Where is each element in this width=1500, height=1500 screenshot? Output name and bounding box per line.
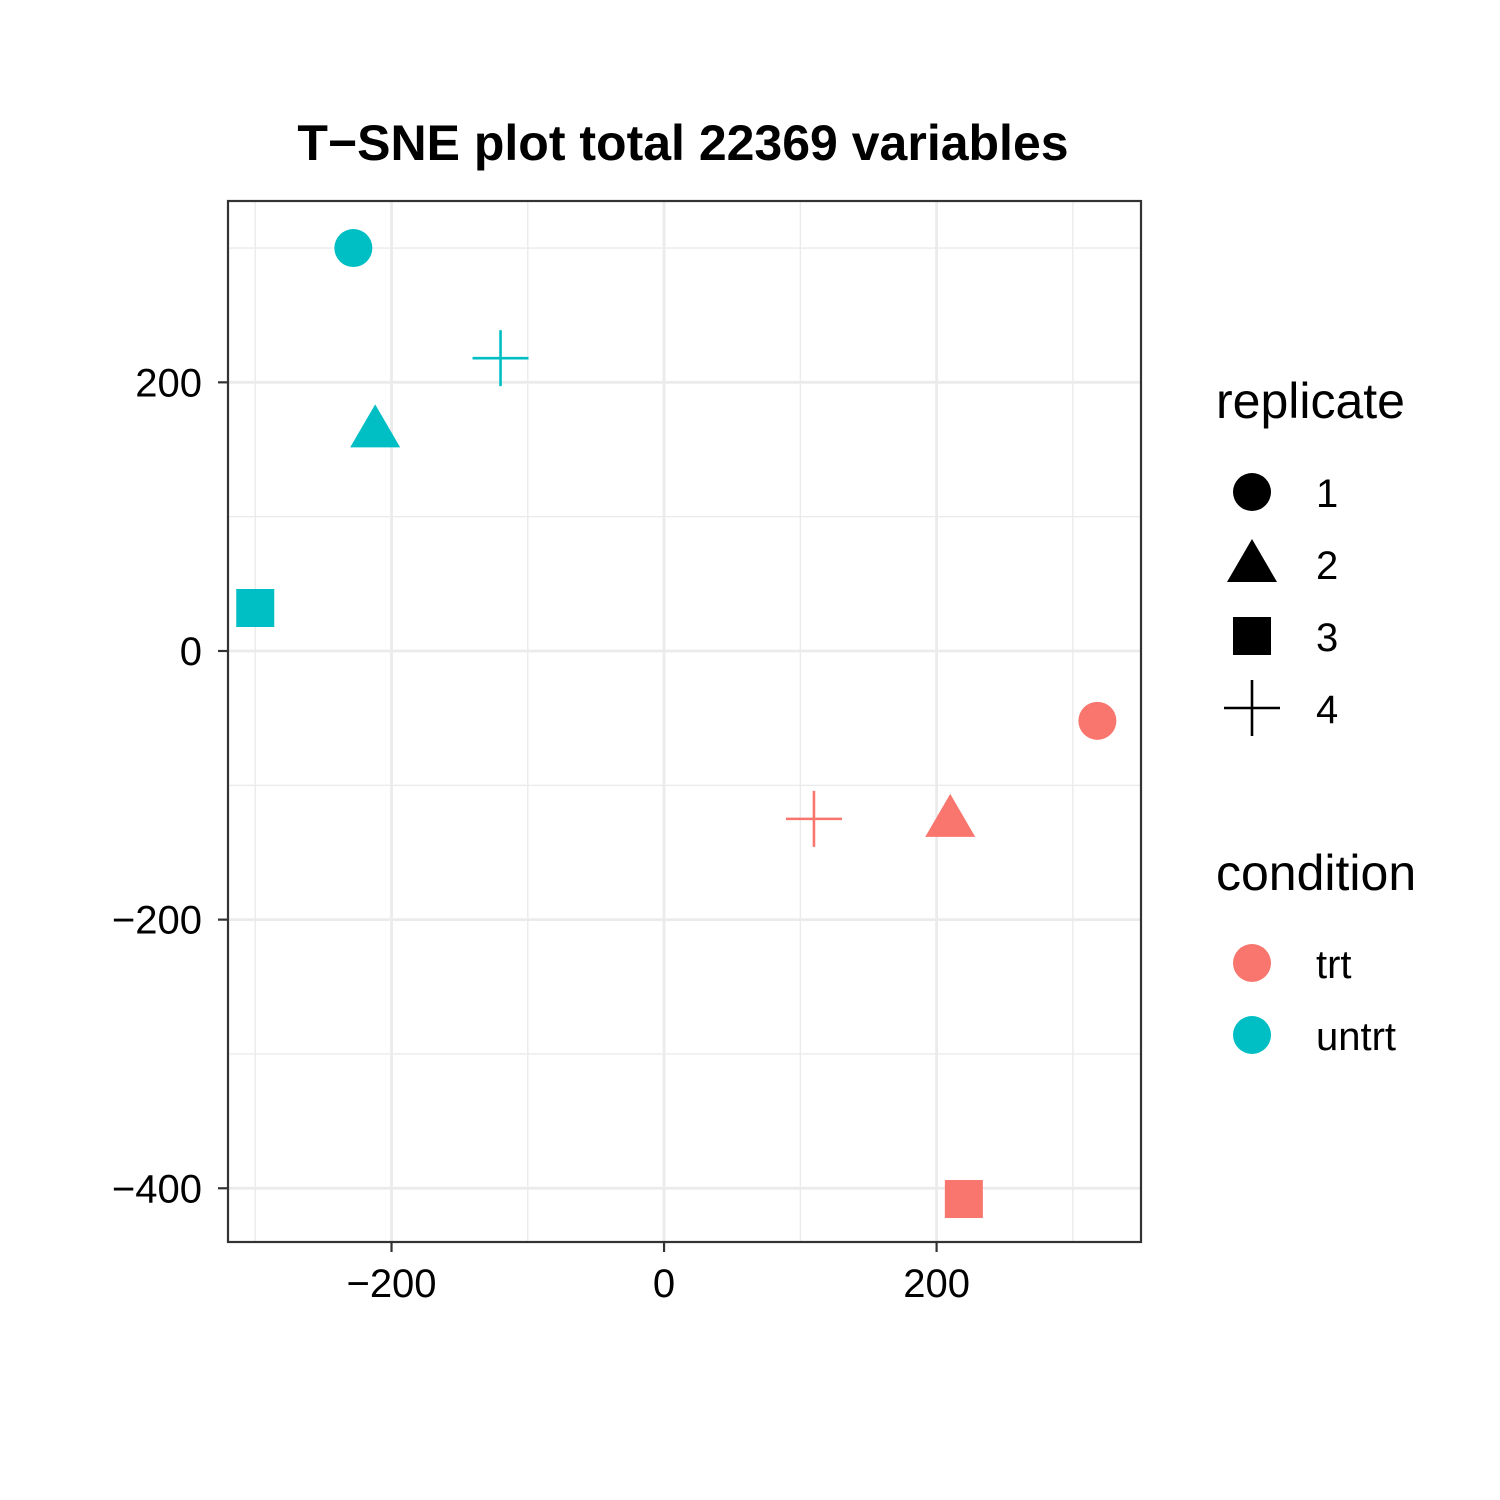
legend-title-replicate: replicate (1216, 373, 1405, 429)
panel-background (228, 201, 1141, 1242)
x-tick-label: 200 (903, 1262, 970, 1306)
y-tick-label: −400 (112, 1167, 202, 1211)
legend-label: trt (1316, 943, 1352, 987)
x-tick-label: −200 (346, 1262, 436, 1306)
legend: replicate 1 2 3 4 condition trt untrt (1216, 373, 1416, 1059)
chart-title: T−SNE plot total 22369 variables (297, 115, 1068, 171)
data-point (785, 790, 842, 847)
data-point (925, 793, 976, 837)
plot-panel: −200 0 200 200 0 −200 −400 (112, 199, 1143, 1306)
x-tick-label: 0 (653, 1262, 675, 1306)
legend-label: untrt (1316, 1015, 1396, 1059)
y-tick-label: 200 (135, 361, 202, 405)
legend-key-triangle (1227, 539, 1277, 582)
data-point (944, 1180, 983, 1219)
legend-label: 3 (1316, 616, 1338, 660)
legend-key-color (1233, 1016, 1271, 1054)
data-point (334, 229, 373, 268)
legend-key-plus (1224, 680, 1280, 736)
legend-label: 1 (1316, 472, 1338, 516)
legend-label: 4 (1316, 688, 1338, 732)
legend-key-square (1233, 617, 1271, 655)
y-tick-label: −200 (112, 899, 202, 943)
legend-label: 2 (1316, 544, 1338, 588)
legend-title-condition: condition (1216, 845, 1416, 901)
data-point (472, 330, 529, 387)
data-point (350, 404, 401, 448)
legend-key-circle (1233, 473, 1271, 511)
legend-key-color (1233, 944, 1271, 982)
y-tick-label: 0 (180, 630, 202, 674)
panel-border (226, 199, 1143, 1244)
data-point (236, 588, 275, 627)
data-point (1078, 701, 1117, 740)
